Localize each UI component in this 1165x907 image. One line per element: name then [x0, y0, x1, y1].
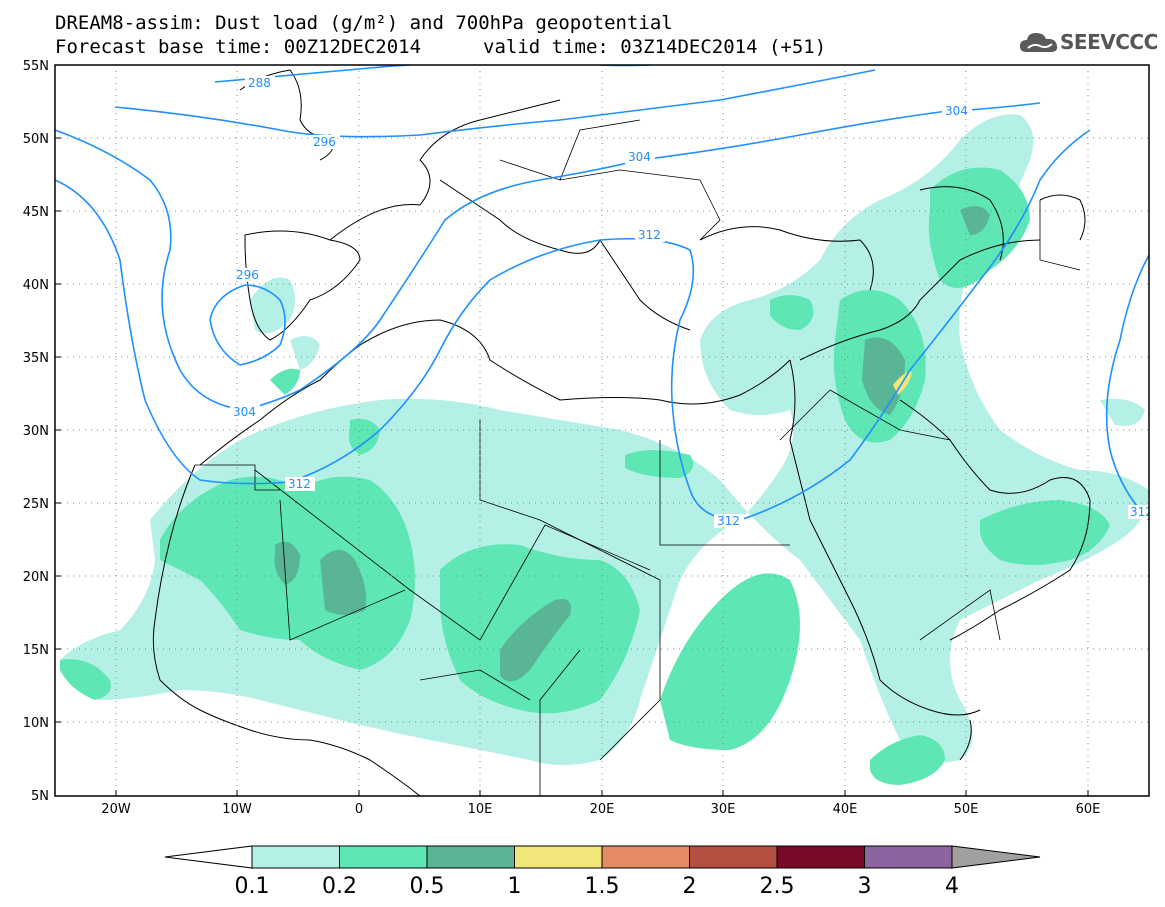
lat-label-55n: 55N: [23, 59, 49, 74]
colorbar-label-4: 1.5: [585, 874, 620, 899]
map-title: DREAM8-assim: Dust load (g/m²) and 700hP…: [55, 12, 673, 34]
lon-label-20e: 20E: [590, 802, 615, 817]
axis-ticks: [55, 137, 1089, 796]
contour-label-312-east: 312: [717, 514, 740, 528]
lon-label-60e: 60E: [1076, 802, 1101, 817]
colorbar-label-1: 0.2: [322, 874, 357, 899]
colorbar-segment-7: [864, 845, 953, 869]
lat-label-35n: 35N: [23, 351, 49, 366]
contour-label-312-central: 312: [638, 228, 661, 242]
contour-label-288: 288: [248, 76, 271, 90]
lon-label-10e: 10E: [468, 802, 493, 817]
colorbar-label-6: 2.5: [760, 874, 795, 899]
colorbar-lower-arrow: [164, 845, 253, 869]
colorbar-label-8: 4: [945, 874, 959, 899]
latitude-labels: 55N 50N 45N 40N 35N 30N 25N 20N 15N 10N …: [23, 59, 49, 804]
colorbar-label-2: 0.5: [410, 874, 445, 899]
lon-label-30e: 30E: [711, 802, 736, 817]
colorbar-segment-4: [601, 845, 690, 869]
lat-label-5n: 5N: [31, 789, 49, 804]
contour-label-296-north: 296: [313, 135, 336, 149]
valid-time: valid time: 03Z14DEC2014 (+51): [483, 36, 827, 58]
country-borders: [195, 119, 1081, 796]
logo-text: SEEVCCC: [1060, 30, 1158, 54]
contour-label-304-east: 304: [945, 104, 968, 118]
lat-label-20n: 20N: [23, 570, 49, 585]
colorbar-segment-6: [776, 845, 865, 869]
colorbar-segment-0: [251, 845, 340, 869]
geopotential-contours: [55, 65, 1149, 521]
lat-label-45n: 45N: [23, 205, 49, 220]
coastlines: [152, 69, 1091, 796]
lat-label-15n: 15N: [23, 643, 49, 658]
colorbar-segment-2: [426, 845, 515, 869]
contour-label-296-west: 296: [236, 268, 259, 282]
colorbar-segment-5: [689, 845, 778, 869]
lon-label-40e: 40E: [833, 802, 858, 817]
lon-label-10w: 10W: [222, 802, 252, 817]
contour-label-304-central: 304: [628, 150, 651, 164]
colorbar-label-0: 0.1: [235, 874, 270, 899]
contour-label-312-west: 312: [288, 477, 311, 491]
contour-labels: 288 296 304 312 296 304 312 304 312 312: [230, 76, 1153, 528]
lat-label-40n: 40N: [23, 278, 49, 293]
colorbar-labels: 0.1 0.2 0.5 1 1.5 2 2.5 3 4: [235, 874, 960, 899]
colorbar-label-3: 1: [508, 874, 522, 899]
lat-label-25n: 25N: [23, 497, 49, 512]
lat-label-10n: 10N: [23, 716, 49, 731]
lat-label-50n: 50N: [23, 132, 49, 147]
dust-shading-dark: [274, 206, 990, 682]
lon-label-0: 0: [355, 802, 363, 817]
colorbar-segment-3: [514, 845, 603, 869]
seevccc-logo: SEEVCCC: [1018, 28, 1158, 58]
colorbar-upper-arrow: [951, 845, 1041, 869]
map-area: 288 296 304 312 296 304 312 304 312 312: [55, 65, 1153, 796]
colorbar-label-5: 2: [683, 874, 697, 899]
longitude-labels: 20W 10W 0 10E 20E 30E 40E 50E 60E: [101, 802, 1100, 817]
forecast-base-time: Forecast base time: 00Z12DEC2014: [55, 36, 422, 58]
map-grid: [55, 65, 1149, 796]
colorbar-segment-1: [339, 845, 428, 869]
colorbar: [164, 845, 1041, 869]
contour-label-304-west: 304: [233, 405, 256, 419]
colorbar-label-7: 3: [858, 874, 872, 899]
lat-label-30n: 30N: [23, 424, 49, 439]
contour-label-312-far-east: 312: [1130, 505, 1153, 519]
cloud-logo-icon: [1020, 33, 1058, 52]
lon-label-50e: 50E: [954, 802, 979, 817]
lon-label-20w: 20W: [101, 802, 131, 817]
